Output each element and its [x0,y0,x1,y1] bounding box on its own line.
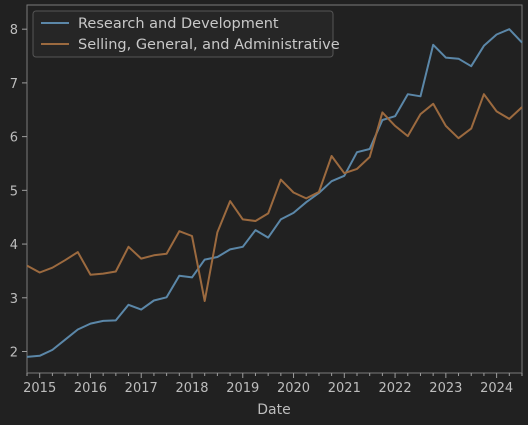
x-tick-label: 2022 [379,381,412,396]
x-tick-label: 2018 [175,381,208,396]
x-tick-label: 2024 [480,381,513,396]
x-tick-label: 2021 [328,381,361,396]
y-axis: 2 3 4 5 6 7 8 [10,23,27,361]
x-axis-title: Date [257,402,290,418]
y-tick-label: 6 [10,131,18,146]
y-tick-label: 3 [10,292,18,307]
x-tick-label: 2023 [429,381,462,396]
series-line-selling-general-and-administrative [26,93,523,302]
series-lines [26,28,523,358]
legend: Research and Development Selling, Genera… [32,10,340,58]
x-tick-label: 2017 [125,381,158,396]
x-axis: 2015 2016 2017 2018 2019 2020 2021 2022 2023 2024 [23,373,523,396]
x-tick-label: 2020 [277,381,310,396]
x-tick-label: 2015 [23,381,56,396]
legend-box [32,10,334,58]
y-tick-label: 8 [10,23,18,38]
legend-label-research-and-development: Research and Development [78,16,279,32]
y-tick-label: 7 [10,77,18,92]
x-tick-label: 2019 [226,381,259,396]
y-tick-label: 4 [10,238,18,253]
x-tick-label: 2016 [74,381,107,396]
plot-area [26,4,523,374]
y-tick-label: 5 [10,184,18,199]
series-line-research-and-development [26,28,523,358]
y-tick-label: 2 [10,346,18,361]
legend-label-selling-general-administrative: Selling, General, and Administrative [78,37,340,53]
